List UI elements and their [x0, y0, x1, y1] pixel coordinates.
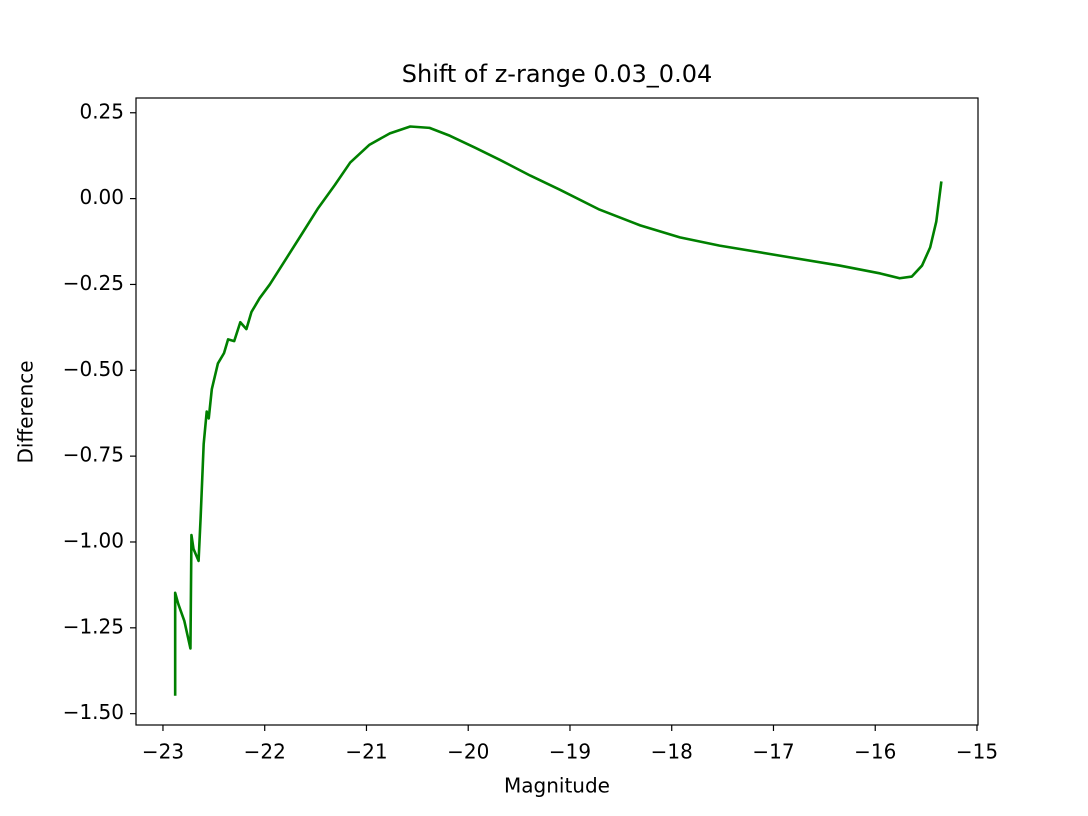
y-tick-label: −1.00 — [63, 528, 124, 552]
x-tick-label: −18 — [651, 740, 693, 764]
y-tick-label: 0.25 — [79, 99, 124, 123]
y-tick-label: −1.25 — [63, 614, 124, 638]
x-axis-label: Magnitude — [504, 774, 610, 798]
plot-frame — [135, 97, 979, 726]
x-tick-label: −23 — [142, 740, 184, 764]
y-tick-label: −0.75 — [63, 443, 124, 467]
y-axis-label: Difference — [14, 360, 38, 463]
data-line — [173, 125, 943, 696]
y-tick-label: −0.50 — [63, 357, 124, 381]
y-tick-label: −1.50 — [63, 700, 124, 724]
x-tick-label: −19 — [549, 740, 591, 764]
x-tick-label: −21 — [345, 740, 387, 764]
x-tick-label: −17 — [752, 740, 794, 764]
x-tick-label: −20 — [447, 740, 489, 764]
x-tick-label: −15 — [956, 740, 998, 764]
x-tick-label: −22 — [244, 740, 286, 764]
y-tick-label: −0.25 — [63, 271, 124, 295]
chart-title: Shift of z-range 0.03_0.04 — [402, 60, 713, 88]
x-tick-label: −16 — [854, 740, 896, 764]
y-tick-label: 0.00 — [79, 185, 124, 209]
